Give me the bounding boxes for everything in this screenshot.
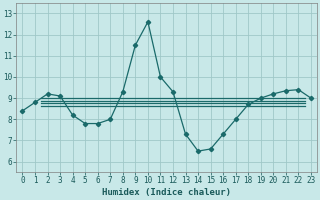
X-axis label: Humidex (Indice chaleur): Humidex (Indice chaleur) (102, 188, 231, 197)
